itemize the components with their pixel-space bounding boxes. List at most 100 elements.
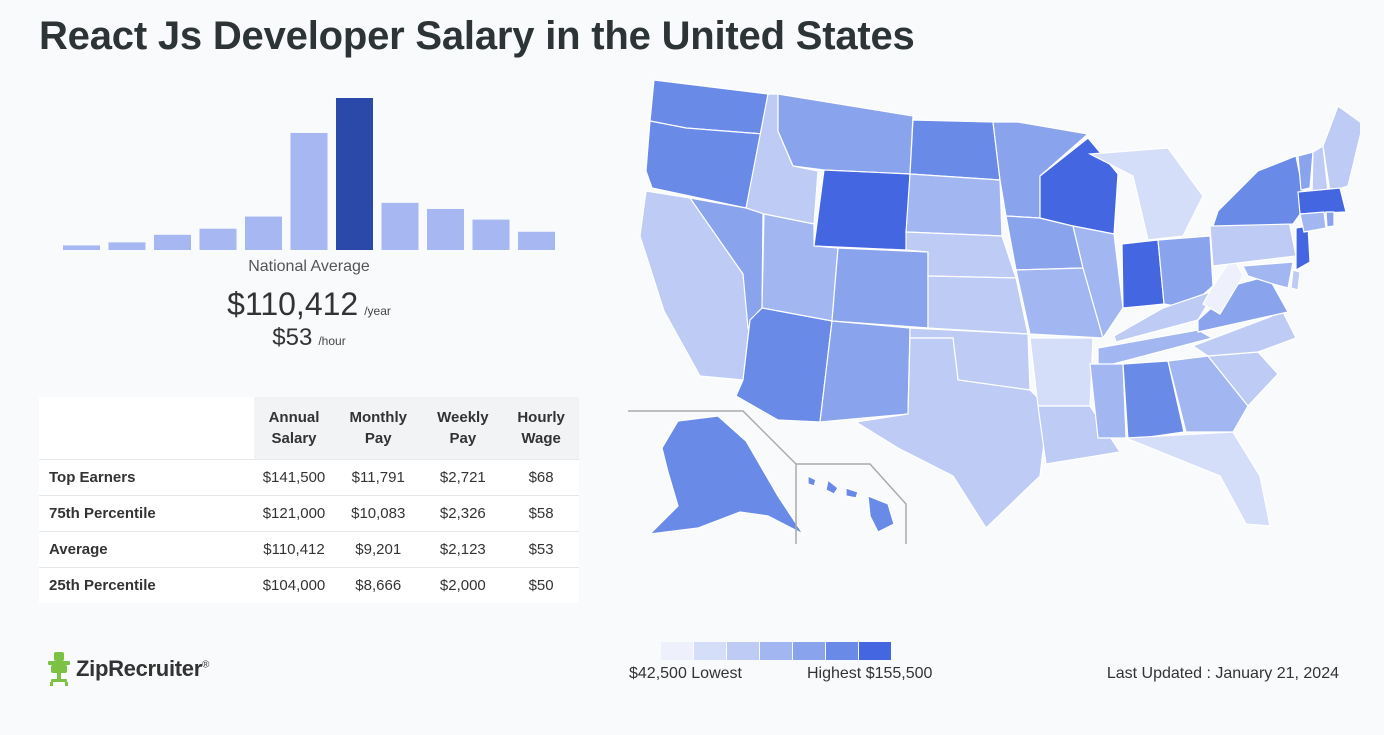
state-indiana[interactable] [1121, 239, 1165, 309]
histogram-bar [381, 202, 419, 250]
state-new-york[interactable] [1212, 155, 1307, 227]
page-title: React Js Developer Salary in the United … [39, 14, 915, 58]
header-hourly-wage: Hourly Wage [503, 397, 579, 459]
table-row: 75th Percentile $121,000 $10,083 $2,326 … [39, 494, 579, 531]
cell-weekly: $2,123 [422, 530, 504, 567]
cell-monthly: $10,083 [334, 494, 423, 531]
header-annual-salary: Annual Salary [254, 397, 334, 459]
table-header-blank [39, 397, 254, 459]
cell-hourly: $68 [503, 458, 579, 495]
us-salary-map [628, 79, 1360, 544]
national-average-label: National Average [248, 258, 370, 275]
header-monthly-pay: Monthly Pay [334, 397, 423, 459]
histogram-bar [427, 208, 464, 250]
cell-hourly: $58 [503, 494, 579, 531]
header-annual-salary-l1: Annual [268, 408, 320, 426]
cell-annual: $121,000 [254, 494, 334, 531]
annual-unit: /year [364, 304, 391, 318]
state-south-dakota[interactable] [905, 173, 1003, 237]
national-average-hourly: $53 [272, 324, 313, 351]
state-north-carolina[interactable] [1191, 311, 1297, 357]
histogram-bar [199, 228, 237, 250]
state-louisiana[interactable] [1037, 405, 1122, 465]
cell-annual: $141,500 [254, 458, 334, 495]
map-states [639, 79, 1360, 536]
legend-swatch [793, 642, 825, 660]
chair-icon [48, 652, 70, 686]
national-average-annual-row: $110,412/year [40, 286, 578, 323]
state-massachusetts[interactable] [1297, 187, 1347, 215]
cell-monthly: $8,666 [334, 566, 423, 603]
header-weekly-pay-l2: Pay [449, 429, 477, 447]
state-montana[interactable] [777, 93, 914, 175]
header-hourly-wage-l2: Wage [521, 429, 561, 447]
state-delaware[interactable] [1290, 269, 1301, 291]
hourly-unit: /hour [318, 334, 346, 348]
header-monthly-pay-l1: Monthly [349, 408, 407, 426]
state-connecticut[interactable] [1299, 211, 1327, 233]
histogram-bar [63, 245, 100, 250]
logo-registered-mark: ® [201, 659, 210, 671]
row-label: Top Earners [39, 458, 254, 495]
table-row: Top Earners $141,500 $11,791 $2,721 $68 [39, 458, 579, 495]
cell-monthly: $11,791 [334, 458, 423, 495]
salary-histogram [63, 98, 555, 250]
state-florida[interactable] [1125, 431, 1271, 527]
legend-swatch [727, 642, 759, 660]
table-header-row: Annual Salary Monthly Pay Weekly Pay Hourly… [39, 397, 579, 459]
histogram-bar [108, 242, 146, 250]
map-legend [661, 642, 892, 660]
alaska-inset-border [628, 410, 797, 544]
row-label: 25th Percentile [39, 566, 254, 603]
histogram-bar [154, 234, 191, 250]
state-colorado[interactable] [831, 247, 929, 329]
state-new-jersey[interactable] [1295, 225, 1311, 272]
cell-annual: $110,412 [254, 530, 334, 567]
legend-swatch [859, 642, 891, 660]
state-alaska[interactable] [648, 415, 805, 536]
state-hawaii[interactable] [807, 475, 895, 533]
state-north-dakota[interactable] [909, 119, 1001, 181]
state-vermont[interactable] [1297, 151, 1314, 191]
ziprecruiter-logo[interactable]: ZipRecruiter® [48, 652, 209, 686]
state-wyoming[interactable] [813, 169, 911, 251]
state-tennessee[interactable] [1097, 329, 1214, 369]
logo-wordmark: ZipRecruiter [76, 656, 202, 681]
cell-hourly: $53 [503, 530, 579, 567]
national-average-hourly-row: $53/hour [40, 324, 578, 352]
header-weekly-pay: Weekly Pay [422, 397, 504, 459]
legend-swatch [760, 642, 792, 660]
state-maryland[interactable] [1242, 261, 1294, 289]
legend-swatch [694, 642, 726, 660]
legend-swatch [826, 642, 858, 660]
legend-high-label: Highest $155,500 [807, 665, 933, 682]
state-new-mexico[interactable] [819, 320, 911, 423]
state-kansas[interactable] [927, 275, 1029, 335]
cell-hourly: $50 [503, 566, 579, 603]
state-michigan[interactable] [1087, 147, 1204, 241]
table-row: Average $110,412 $9,201 $2,123 $53 [39, 530, 579, 567]
national-average-annual: $110,412 [227, 286, 359, 322]
cell-weekly: $2,326 [422, 494, 504, 531]
state-alabama[interactable] [1122, 360, 1185, 441]
state-maine[interactable] [1322, 105, 1360, 193]
cell-monthly: $9,201 [334, 530, 423, 567]
histogram-bar [472, 219, 510, 250]
cell-weekly: $2,000 [422, 566, 504, 603]
state-georgia[interactable] [1167, 355, 1249, 433]
state-arkansas[interactable] [1029, 337, 1094, 407]
hawaii-inset-border [796, 463, 907, 544]
row-label: Average [39, 530, 254, 567]
logo-text: ZipRecruiter® [76, 656, 209, 682]
header-annual-salary-l2: Salary [271, 429, 317, 447]
state-texas[interactable] [854, 337, 1049, 529]
histogram-bar [245, 216, 282, 250]
cell-annual: $104,000 [254, 566, 334, 603]
legend-low-label: $42,500 Lowest [629, 665, 742, 682]
state-illinois[interactable] [1072, 225, 1124, 340]
state-arizona[interactable] [735, 307, 833, 423]
salary-table: Annual Salary Monthly Pay Weekly Pay Hourly… [39, 397, 579, 603]
state-rhode-island[interactable] [1325, 211, 1335, 228]
header-weekly-pay-l1: Weekly [437, 408, 489, 426]
histogram-bar-average [336, 98, 373, 250]
